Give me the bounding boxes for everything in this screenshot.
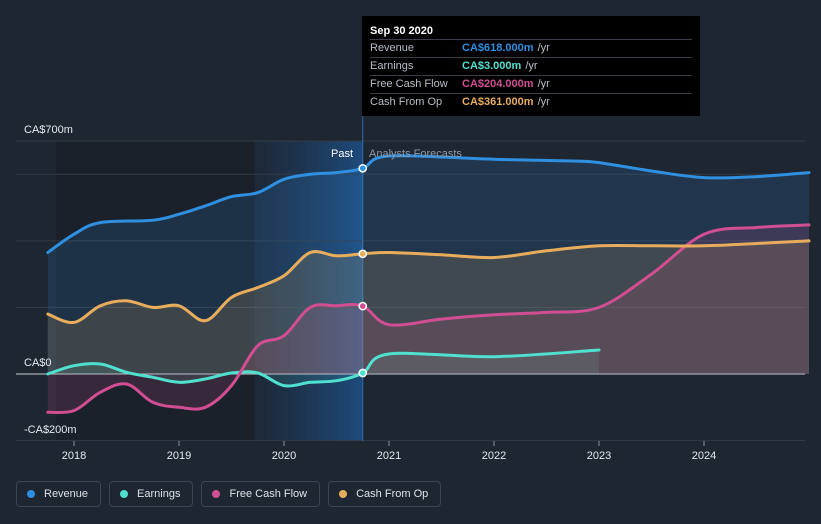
line-revenue [46, 154, 811, 254]
tooltip-date: Sep 30 2020 [370, 25, 433, 37]
tooltip-value: CA$204.000m [462, 78, 534, 90]
tooltip-row-revenue: Revenue CA$618.000m /yr [370, 39, 692, 57]
series-lines [46, 154, 811, 415]
chart-background [56, 141, 363, 441]
legend-item-cash-from-op[interactable]: Cash From Op [328, 481, 442, 507]
x-tick-label: 2018 [62, 450, 86, 462]
marker-free_cash_flow [358, 301, 368, 311]
y-tick-label-top: CA$700m [24, 124, 73, 136]
legend-dot-icon [27, 490, 35, 498]
x-tick-label: 2020 [272, 450, 296, 462]
x-tick-label: 2024 [692, 450, 716, 462]
legend-label: Cash From Op [356, 488, 429, 500]
area-earnings [47, 350, 600, 386]
legend-item-free-cash-flow[interactable]: Free Cash Flow [201, 481, 321, 507]
x-tick-label: 2023 [587, 450, 611, 462]
x-axis-ticks: 2018 2019 2020 2021 2022 2023 2024 [62, 441, 716, 462]
forecast-label: Analysts Forecasts [369, 148, 462, 160]
tooltip-name: Earnings [370, 60, 414, 72]
tooltip-row-earnings: Earnings CA$3.000m /yr [370, 57, 692, 75]
legend-dot-icon [339, 490, 348, 498]
tooltip-unit: /yr [537, 42, 550, 54]
legend-label: Free Cash Flow [229, 488, 308, 500]
tooltip-name: Cash From Op [370, 96, 443, 108]
area-free_cash_flow [47, 224, 810, 413]
x-tick-label: 2021 [377, 450, 401, 462]
legend-dot-icon [212, 490, 221, 498]
tooltip-row-cash-from-op: Cash From Op CA$361.000m /yr [370, 93, 692, 111]
y-tick-label-zero: CA$0 [24, 357, 52, 369]
tooltip-unit: /yr [537, 78, 550, 90]
legend-item-revenue[interactable]: Revenue [16, 481, 102, 507]
y-tick-label-bottom: -CA$200m [24, 424, 77, 436]
tooltip-name: Revenue [370, 42, 415, 54]
past-label: Past [331, 148, 353, 160]
past-highlight-band [254, 141, 363, 441]
marker-revenue [358, 163, 368, 173]
hover-markers [358, 163, 368, 378]
x-tick-label: 2022 [482, 450, 506, 462]
tooltip-row-free-cash-flow: Free Cash Flow CA$204.000m /yr [370, 75, 692, 93]
x-tick-label: 2019 [167, 450, 191, 462]
tooltip-unit: /yr [525, 60, 538, 72]
tooltip-value: CA$361.000m [462, 96, 534, 108]
line-cash_from_op [46, 239, 811, 325]
area-revenue [47, 155, 810, 374]
legend-label: Earnings [137, 488, 181, 500]
past-shade-dark [56, 141, 255, 441]
tooltip-name: Free Cash Flow [370, 78, 448, 90]
series-areas [47, 155, 810, 413]
marker-cash_from_op [358, 249, 368, 259]
line-earnings [46, 348, 601, 388]
tooltip-value: CA$618.000m [462, 42, 534, 54]
legend-label: Revenue [44, 488, 89, 500]
axis-labels: CA$700m CA$0 -CA$200m Past Analysts Fore… [24, 124, 462, 436]
marker-earnings [358, 368, 368, 378]
line-free_cash_flow [46, 223, 811, 415]
legend-item-earnings[interactable]: Earnings [109, 481, 194, 507]
area-cash_from_op [47, 240, 810, 374]
tooltip-unit: /yr [537, 96, 550, 108]
grid-lines [16, 100, 805, 442]
chart-legend: Revenue Earnings Free Cash Flow Cash Fro… [16, 481, 442, 507]
data-tooltip: Sep 30 2020 Revenue CA$618.000m /yr Earn… [362, 16, 700, 116]
legend-dot-icon [120, 490, 129, 498]
tooltip-value: CA$3.000m [462, 60, 522, 72]
